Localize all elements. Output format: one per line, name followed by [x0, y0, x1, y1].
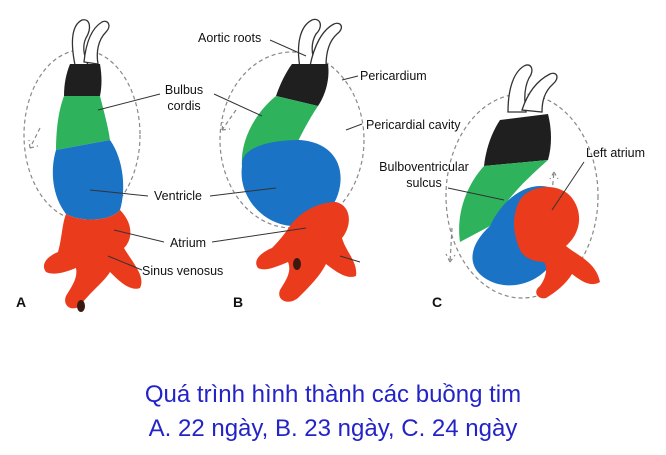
left-atrium-c	[514, 186, 600, 299]
label-pericardium: Pericardium	[360, 69, 427, 83]
sinus-horn-b	[293, 258, 301, 270]
label-sulcus: sulcus	[406, 176, 441, 190]
panel-c: C	[432, 64, 600, 310]
panel-letter-b: B	[233, 294, 243, 310]
leader-ventricle-b	[209, 187, 277, 197]
outflow-tract-a	[64, 64, 102, 96]
rotation-arrow-b	[221, 109, 237, 131]
panel-letter-c: C	[432, 294, 442, 310]
label-cordis: cordis	[167, 99, 200, 113]
leader-atrium-a	[113, 229, 165, 243]
sinus-horn-a	[77, 300, 85, 312]
label-pericardial-cavity: Pericardial cavity	[366, 118, 461, 132]
bulbus-cordis-c	[459, 160, 548, 242]
label-sinus-venosus: Sinus venosus	[142, 264, 223, 278]
ventricle-a	[52, 140, 124, 220]
outflow-tract-b	[276, 64, 329, 106]
label-bulboventricular: Bulboventricular	[379, 160, 469, 174]
caption-line-2: A. 22 ngày, B. 23 ngày, C. 24 ngày	[148, 415, 518, 442]
leader-pericardial-cavity	[345, 123, 363, 131]
label-atrium: Atrium	[170, 236, 206, 250]
pericardial-outline-b	[219, 51, 365, 229]
ventricle-b	[241, 140, 341, 226]
leader-bulbus-a	[97, 93, 161, 111]
atrium-a	[43, 210, 142, 309]
labels: Bulbus cordis Ventricle Atrium Sinus ven…	[142, 31, 645, 278]
leader-left-atrium	[551, 161, 585, 211]
aortic-root-c-left	[507, 64, 533, 113]
leader-sinus-b	[339, 255, 361, 263]
aortic-root-a-right	[83, 20, 110, 65]
rotation-arrow-a	[28, 127, 41, 149]
heart-development-figure: A B C	[16, 18, 645, 312]
leader-atrium-b	[211, 227, 307, 243]
aortic-root-c-right	[521, 72, 558, 113]
leader-ventricle-a	[89, 189, 149, 197]
leader-lines	[89, 39, 585, 271]
rotation-arrow-c-left	[445, 227, 456, 263]
label-ventricle: Ventricle	[154, 189, 202, 203]
bulbus-cordis-a	[56, 96, 110, 150]
panel-letter-a: A	[16, 294, 26, 310]
panel-b: B	[219, 18, 365, 310]
label-aortic-roots: Aortic roots	[198, 31, 261, 45]
leader-pericardium	[341, 75, 359, 81]
leader-bulbus-b	[213, 93, 263, 117]
panel-a: A	[16, 19, 142, 312]
caption-line-1: Quá trình hình thành các buồng tim	[144, 381, 522, 408]
label-left-atrium: Left atrium	[586, 146, 645, 160]
outflow-tract-c	[484, 114, 551, 166]
leader-sinus-venosus	[107, 255, 143, 271]
aortic-root-b-right	[309, 22, 343, 67]
leader-aortic-roots	[269, 39, 307, 57]
leader-bulboventricular	[447, 187, 505, 201]
label-bulbus: Bulbus	[165, 83, 203, 97]
atrium-b	[256, 202, 357, 302]
